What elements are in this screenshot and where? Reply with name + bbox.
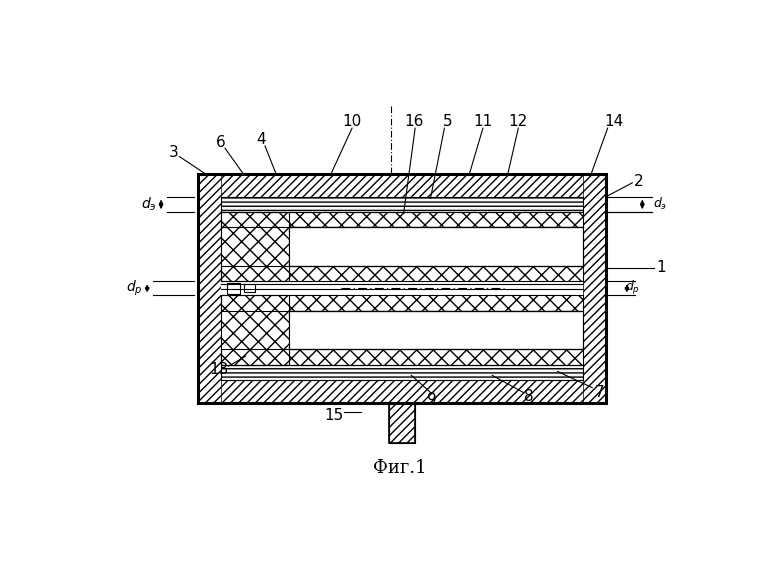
Text: 14: 14	[604, 114, 623, 128]
Text: 11: 11	[473, 114, 492, 128]
Bar	[221, 295, 289, 365]
Bar	[289, 311, 583, 349]
Text: Фиг.1: Фиг.1	[373, 459, 427, 477]
Text: $d_р$: $d_р$	[126, 279, 143, 298]
Text: 10: 10	[342, 114, 362, 128]
Bar	[198, 173, 606, 197]
Text: 9: 9	[427, 393, 437, 407]
Text: 3: 3	[168, 145, 179, 159]
Bar	[244, 284, 255, 292]
Bar	[583, 173, 606, 403]
Bar	[244, 284, 255, 292]
Bar	[221, 212, 583, 282]
Text: 13: 13	[209, 362, 229, 376]
Bar	[289, 233, 582, 261]
Text: 7: 7	[595, 385, 604, 400]
Text: $d_р$: $d_р$	[625, 279, 640, 297]
Text: 5: 5	[443, 114, 452, 128]
Bar	[221, 282, 583, 295]
Bar	[221, 197, 583, 212]
Bar	[198, 380, 606, 403]
Bar	[198, 173, 606, 403]
Bar	[221, 212, 289, 282]
Bar	[289, 344, 583, 349]
Bar	[221, 212, 583, 227]
Text: 8: 8	[524, 389, 534, 404]
Bar	[227, 283, 239, 294]
Bar	[289, 227, 583, 266]
Bar	[289, 316, 582, 344]
Text: 2: 2	[633, 174, 643, 189]
Bar	[221, 295, 583, 311]
Bar	[221, 365, 583, 380]
Bar	[389, 403, 415, 443]
Text: 1: 1	[657, 260, 666, 275]
Text: 4: 4	[257, 132, 266, 147]
Text: 6: 6	[216, 135, 226, 150]
Bar	[221, 197, 583, 212]
Bar	[389, 403, 415, 443]
Bar	[221, 349, 583, 365]
Bar	[221, 295, 583, 365]
Bar	[289, 227, 583, 232]
Bar	[221, 266, 583, 282]
Text: 16: 16	[404, 114, 424, 128]
Bar	[227, 283, 239, 294]
Bar	[289, 311, 583, 315]
Text: $d_э$: $d_э$	[141, 196, 157, 213]
Text: 15: 15	[324, 408, 344, 423]
Text: 12: 12	[509, 114, 528, 128]
Text: $d_э$: $d_э$	[653, 196, 668, 213]
Bar	[221, 365, 583, 380]
Bar	[289, 261, 583, 266]
Bar	[198, 173, 221, 403]
